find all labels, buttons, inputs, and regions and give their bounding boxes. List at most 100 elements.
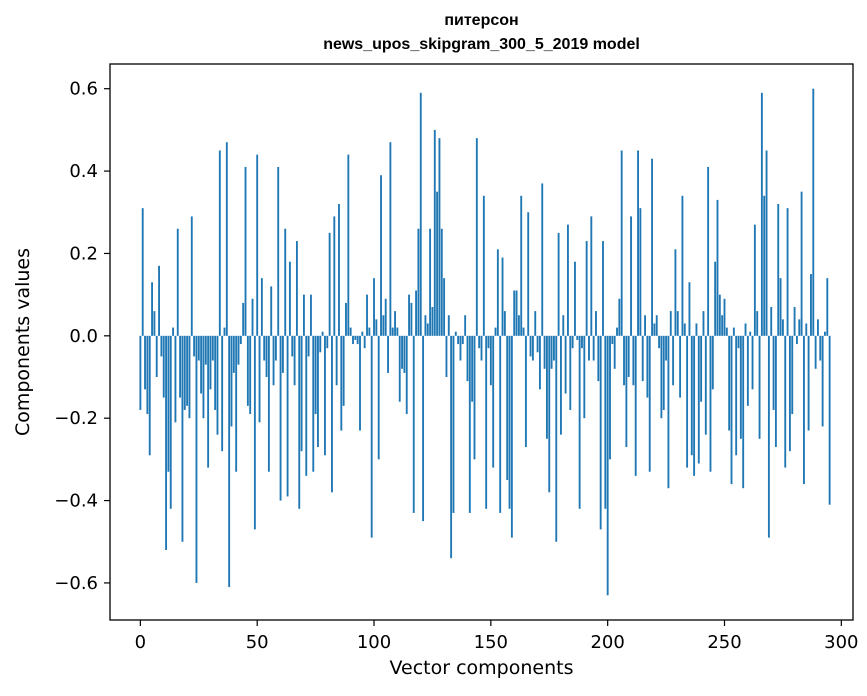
- bar: [415, 290, 418, 336]
- bar: [562, 315, 565, 336]
- bar: [819, 335, 822, 361]
- bar: [690, 335, 693, 456]
- bar: [506, 335, 509, 480]
- chart-title-line-2: news_upos_skipgram_300_5_2019 model: [323, 36, 640, 53]
- bar: [800, 191, 803, 336]
- bar: [387, 335, 389, 373]
- bar: [524, 335, 527, 448]
- bar: [774, 335, 777, 448]
- bar: [683, 323, 686, 336]
- bar: [419, 92, 422, 336]
- plot-frame: [109, 63, 854, 621]
- bar: [765, 150, 768, 336]
- bar: [394, 311, 396, 336]
- bar: [828, 335, 831, 505]
- bar: [232, 335, 235, 373]
- bar: [433, 129, 436, 336]
- bar: [431, 306, 434, 336]
- bar: [606, 335, 609, 596]
- bar: [274, 335, 277, 361]
- bar: [709, 335, 712, 472]
- bar: [553, 335, 555, 361]
- bar: [795, 335, 798, 345]
- bar: [550, 335, 553, 369]
- bar: [609, 335, 611, 460]
- bar: [459, 335, 462, 361]
- bar: [361, 331, 364, 336]
- bar: [335, 335, 338, 386]
- bar: [574, 261, 576, 336]
- bar: [207, 335, 210, 468]
- bar: [158, 265, 160, 336]
- bar: [288, 261, 291, 336]
- bar: [190, 216, 193, 336]
- bar: [644, 315, 646, 336]
- bar: [272, 335, 275, 386]
- bar: [555, 335, 558, 542]
- bar: [139, 335, 142, 410]
- bar: [408, 294, 410, 336]
- bar: [585, 241, 588, 336]
- bar: [412, 335, 415, 513]
- bar: [454, 331, 457, 336]
- bar: [314, 335, 317, 415]
- bar: [602, 241, 604, 336]
- bar: [401, 335, 403, 369]
- x-tick-label: 0: [135, 632, 146, 653]
- x-tick-label: 50: [246, 632, 269, 653]
- bar: [751, 335, 754, 390]
- bar: [225, 142, 228, 336]
- bar: [788, 335, 791, 452]
- bar: [258, 335, 261, 423]
- bar: [375, 319, 378, 336]
- bar: [277, 166, 280, 336]
- bar: [744, 323, 747, 336]
- bar: [324, 335, 326, 456]
- bar: [688, 282, 691, 336]
- bar: [681, 195, 684, 336]
- bar: [144, 335, 146, 390]
- bar: [534, 311, 537, 336]
- bar: [805, 323, 808, 336]
- bar: [410, 302, 413, 336]
- bar: [160, 335, 163, 357]
- bar: [496, 249, 499, 336]
- bar: [510, 335, 513, 538]
- bar: [211, 335, 214, 361]
- bar: [146, 335, 149, 415]
- bar: [641, 335, 644, 382]
- bar: [667, 335, 670, 489]
- bar: [611, 335, 614, 345]
- bar: [251, 298, 254, 336]
- bar: [662, 335, 665, 410]
- bar: [583, 335, 586, 419]
- bar: [599, 335, 602, 530]
- x-tick-label: 200: [590, 632, 624, 653]
- bar: [331, 335, 333, 493]
- bar: [679, 335, 682, 398]
- bar: [246, 335, 249, 406]
- bar: [368, 327, 371, 336]
- bar: [697, 335, 700, 464]
- bar: [760, 92, 763, 336]
- bar: [195, 335, 198, 583]
- bar: [541, 183, 544, 336]
- y-tick-label: 0.0: [69, 326, 98, 347]
- bar: [186, 335, 189, 406]
- bar: [417, 228, 420, 336]
- bar: [380, 175, 382, 336]
- bar: [237, 335, 240, 365]
- bar: [221, 335, 224, 452]
- bar: [307, 335, 310, 357]
- bar: [239, 335, 242, 345]
- bar: [256, 154, 259, 336]
- bar: [333, 216, 336, 336]
- bar: [167, 335, 170, 472]
- bar: [162, 335, 165, 398]
- bar: [326, 335, 329, 349]
- x-tick-label: 100: [357, 632, 391, 653]
- bar: [821, 335, 824, 427]
- bar: [660, 335, 663, 419]
- bar: [700, 335, 703, 402]
- bar: [450, 335, 453, 559]
